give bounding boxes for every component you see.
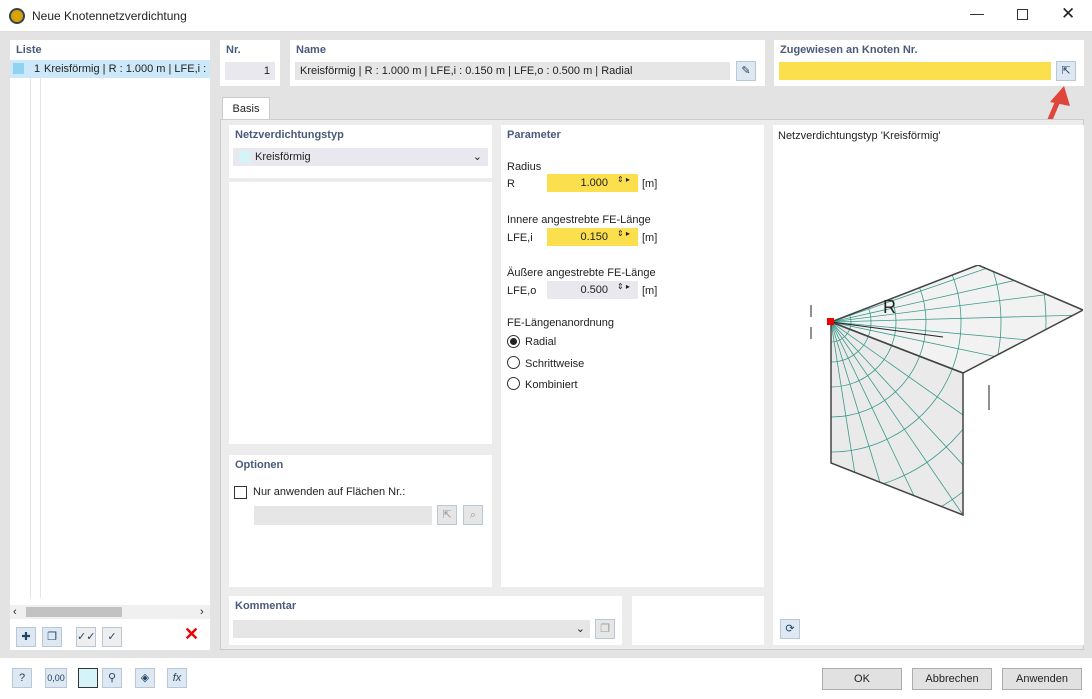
inner-length-value: 0.150 xyxy=(580,231,608,243)
minimize-button[interactable]: — xyxy=(970,5,984,21)
comment-library-icon[interactable]: ❐ xyxy=(595,619,615,639)
outer-length-unit: [m] xyxy=(642,285,658,297)
window-title: Neue Knotennetzverdichtung xyxy=(32,9,187,23)
pick-surfaces-icon[interactable]: ⇱ xyxy=(437,505,457,525)
outer-length-spinner[interactable]: ⇕ ▸ xyxy=(617,282,630,291)
name-header: Name xyxy=(296,44,326,56)
radius-label: Radius xyxy=(507,161,542,173)
name-field[interactable]: Kreisförmig | R : 1.000 m | LFE,i : 0.15… xyxy=(295,62,730,80)
number-panel: Nr. 1 xyxy=(220,40,280,86)
comment-header: Kommentar xyxy=(235,600,297,612)
inner-length-label: Innere angestrebte FE-Länge xyxy=(507,214,651,226)
view-icon[interactable]: ◈ xyxy=(135,668,155,688)
check-all-icon[interactable]: ✓✓ xyxy=(76,627,96,647)
preview-title: Netzverdichtungstyp 'Kreisförmig' xyxy=(778,130,941,142)
color-icon[interactable] xyxy=(78,668,98,688)
radio-radial-label: Radial xyxy=(525,336,557,348)
tab-basis[interactable]: Basis xyxy=(222,97,270,120)
surfaces-checkbox-label: Nur anwenden auf Flächen Nr.: xyxy=(253,486,406,498)
inner-length-spinner[interactable]: ⇕ ▸ xyxy=(617,229,630,238)
list-item-label: Kreisförmig | R : 1.000 m | LFE,i : 0.1 xyxy=(44,63,209,75)
list-item-number: 1 xyxy=(34,63,41,75)
type-header: Netzverdichtungstyp xyxy=(235,129,344,141)
radio-schrittweise-label: Schrittweise xyxy=(525,358,585,370)
close-button[interactable]: ✕ xyxy=(1061,4,1076,23)
name-panel: Name Kreisförmig | R : 1.000 m | LFE,i :… xyxy=(290,40,765,86)
radius-value: 1.000 xyxy=(580,177,608,189)
radio-kombiniert-label: Kombiniert xyxy=(525,379,578,391)
radio-kombiniert[interactable] xyxy=(507,377,520,390)
radius-spinner[interactable]: ⇕ ▸ xyxy=(617,175,630,184)
outer-length-input[interactable]: 0.500 xyxy=(547,281,638,299)
type-selected: Kreisförmig xyxy=(255,151,311,163)
radio-schrittweise[interactable] xyxy=(507,356,520,369)
parameter-header: Parameter xyxy=(507,129,561,141)
type-detail-panel xyxy=(229,182,492,444)
app-icon xyxy=(9,8,25,24)
formula-icon[interactable]: fx xyxy=(167,668,187,688)
radius-input[interactable]: 1.000 xyxy=(547,174,638,192)
comment-panel: Kommentar ⌄ ❐ xyxy=(229,596,622,645)
find-icon[interactable]: ⌕ xyxy=(463,505,483,525)
assigned-panel: Zugewiesen an Knoten Nr. ⇱ xyxy=(774,40,1084,86)
outer-length-label: Äußere angestrebte FE-Länge xyxy=(507,267,656,279)
inner-length-symbol: LFE,i xyxy=(507,232,533,244)
units-icon[interactable]: 0,00 xyxy=(45,668,67,688)
apply-button[interactable]: Anwenden xyxy=(1002,668,1082,690)
inner-length-unit: [m] xyxy=(642,232,658,244)
radio-radial[interactable] xyxy=(507,335,520,348)
empty-panel xyxy=(632,596,764,645)
new-item-icon[interactable]: ✚ xyxy=(16,627,36,647)
type-panel: Netzverdichtungstyp Kreisförmig ⌄ xyxy=(229,125,492,178)
list-item[interactable]: 1 Kreisförmig | R : 1.000 m | LFE,i : 0.… xyxy=(10,60,210,78)
ok-button[interactable]: OK xyxy=(822,668,902,690)
arrangement-label: FE-Längenanordnung xyxy=(507,317,615,329)
help-icon[interactable]: ? xyxy=(12,668,32,688)
type-dropdown[interactable]: Kreisförmig ⌄ xyxy=(233,148,488,166)
type-color-swatch xyxy=(239,151,251,163)
list-panel: Liste 1 Kreisförmig | R : 1.000 m | LFE,… xyxy=(10,40,210,650)
outer-length-value: 0.500 xyxy=(580,284,608,296)
pick-nodes-icon[interactable]: ⇱ xyxy=(1056,61,1076,81)
assigned-header: Zugewiesen an Knoten Nr. xyxy=(780,44,918,56)
rotate-view-icon[interactable]: ⟳ xyxy=(780,619,800,639)
radius-unit: [m] xyxy=(642,178,658,190)
uncheck-icon[interactable]: ✓ xyxy=(102,627,122,647)
chevron-down-icon: ⌄ xyxy=(575,623,585,635)
mesh-illustration: R xyxy=(810,265,1083,517)
surfaces-input[interactable] xyxy=(254,506,432,525)
inner-length-input[interactable]: 0.150 xyxy=(547,228,638,246)
copy-item-icon[interactable]: ❐ xyxy=(42,627,62,647)
list-header: Liste xyxy=(16,44,42,56)
preview-panel: Netzverdichtungstyp 'Kreisförmig' R ⟳ xyxy=(773,125,1084,645)
edit-name-icon[interactable]: ✎ xyxy=(736,61,756,81)
options-panel: Optionen Nur anwenden auf Flächen Nr.: ⇱… xyxy=(229,455,492,587)
horizontal-scrollbar[interactable]: ‹ › xyxy=(10,605,210,619)
chevron-down-icon: ⌄ xyxy=(472,151,482,163)
title-bar: Neue Knotennetzverdichtung — ✕ xyxy=(0,0,1092,32)
surfaces-checkbox[interactable] xyxy=(234,486,247,499)
comment-input[interactable]: ⌄ xyxy=(233,620,590,638)
model-icon[interactable]: ⚲ xyxy=(102,668,122,688)
number-header: Nr. xyxy=(226,44,241,56)
number-field[interactable]: 1 xyxy=(225,62,275,80)
color-swatch xyxy=(13,63,24,74)
maximize-button[interactable] xyxy=(1017,9,1028,20)
outer-length-symbol: LFE,o xyxy=(507,285,537,297)
options-header: Optionen xyxy=(235,459,284,471)
delete-icon[interactable]: ✕ xyxy=(184,624,200,644)
radius-symbol: R xyxy=(507,178,515,190)
parameter-panel: Parameter Radius R 1.000 ⇕ ▸ [m] Innere … xyxy=(501,125,764,587)
radius-dimension-label: R xyxy=(883,297,896,317)
cancel-button[interactable]: Abbrechen xyxy=(912,668,992,690)
assigned-nodes-input[interactable] xyxy=(779,62,1051,80)
